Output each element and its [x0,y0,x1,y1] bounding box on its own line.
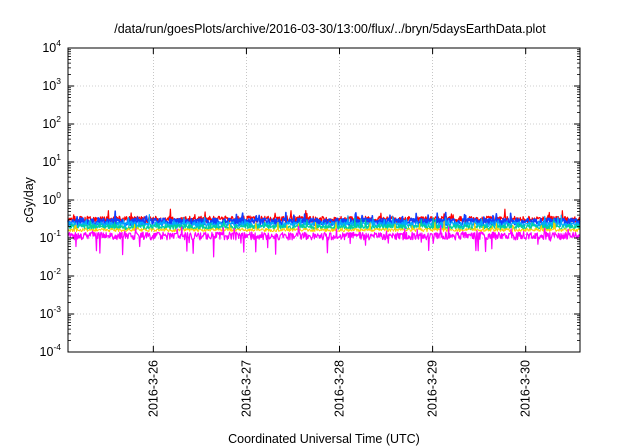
chart-title: /data/run/goesPlots/archive/2016-03-30/1… [114,22,546,36]
grid [68,48,580,352]
y-tick-base: 10 [42,41,56,55]
x-tick-label: 2016-3-29 [426,360,440,417]
y-tick-label: 104 [42,38,61,55]
y-tick-label: 10-2 [40,266,62,283]
y-tick-exponent: 4 [56,38,61,48]
y-tick-base: 10 [40,345,54,359]
y-tick-label: 101 [42,152,61,169]
y-tick-base: 10 [40,307,54,321]
y-tick-exponent: -2 [53,266,61,276]
y-tick-base: 10 [42,79,56,93]
y-tick-label: 10-1 [40,228,62,245]
x-axis: 2016-3-26 2016-3-27 2016-3-28 2016-3-29 2016… [146,48,533,417]
y-tick-exponent: 3 [56,76,61,86]
y-tick-label: 100 [42,190,61,207]
y-tick-exponent: 2 [56,114,61,124]
series-line-4 [67,217,581,231]
x-tick-label: 2016-3-26 [146,360,160,417]
y-tick-base: 10 [42,155,56,169]
y-tick-exponent: 0 [56,190,61,200]
y-tick-label: 103 [42,76,61,93]
series-line-6 [67,225,581,258]
y-tick-label: 10-3 [40,304,62,321]
y-tick-exponent: -1 [53,228,61,238]
x-axis-label: Coordinated Universal Time (UTC) [228,432,420,446]
y-tick-base: 10 [42,193,56,207]
y-tick-exponent: 1 [56,152,61,162]
y-axis-label: cGy/day [22,176,36,223]
x-tick-label: 2016-3-30 [519,360,533,417]
y-tick-base: 10 [42,117,56,131]
y-tick-exponent: -4 [53,342,61,352]
x-tick-label: 2016-3-27 [239,360,253,417]
x-tick-label: 2016-3-28 [333,360,347,417]
series-group [67,208,581,258]
y-tick-label: 102 [42,114,61,131]
y-tick-label: 10-4 [40,342,62,359]
y-tick-base: 10 [40,231,54,245]
y-tick-base: 10 [40,269,54,283]
series-line-5 [67,220,581,233]
y-tick-exponent: -3 [53,304,61,314]
